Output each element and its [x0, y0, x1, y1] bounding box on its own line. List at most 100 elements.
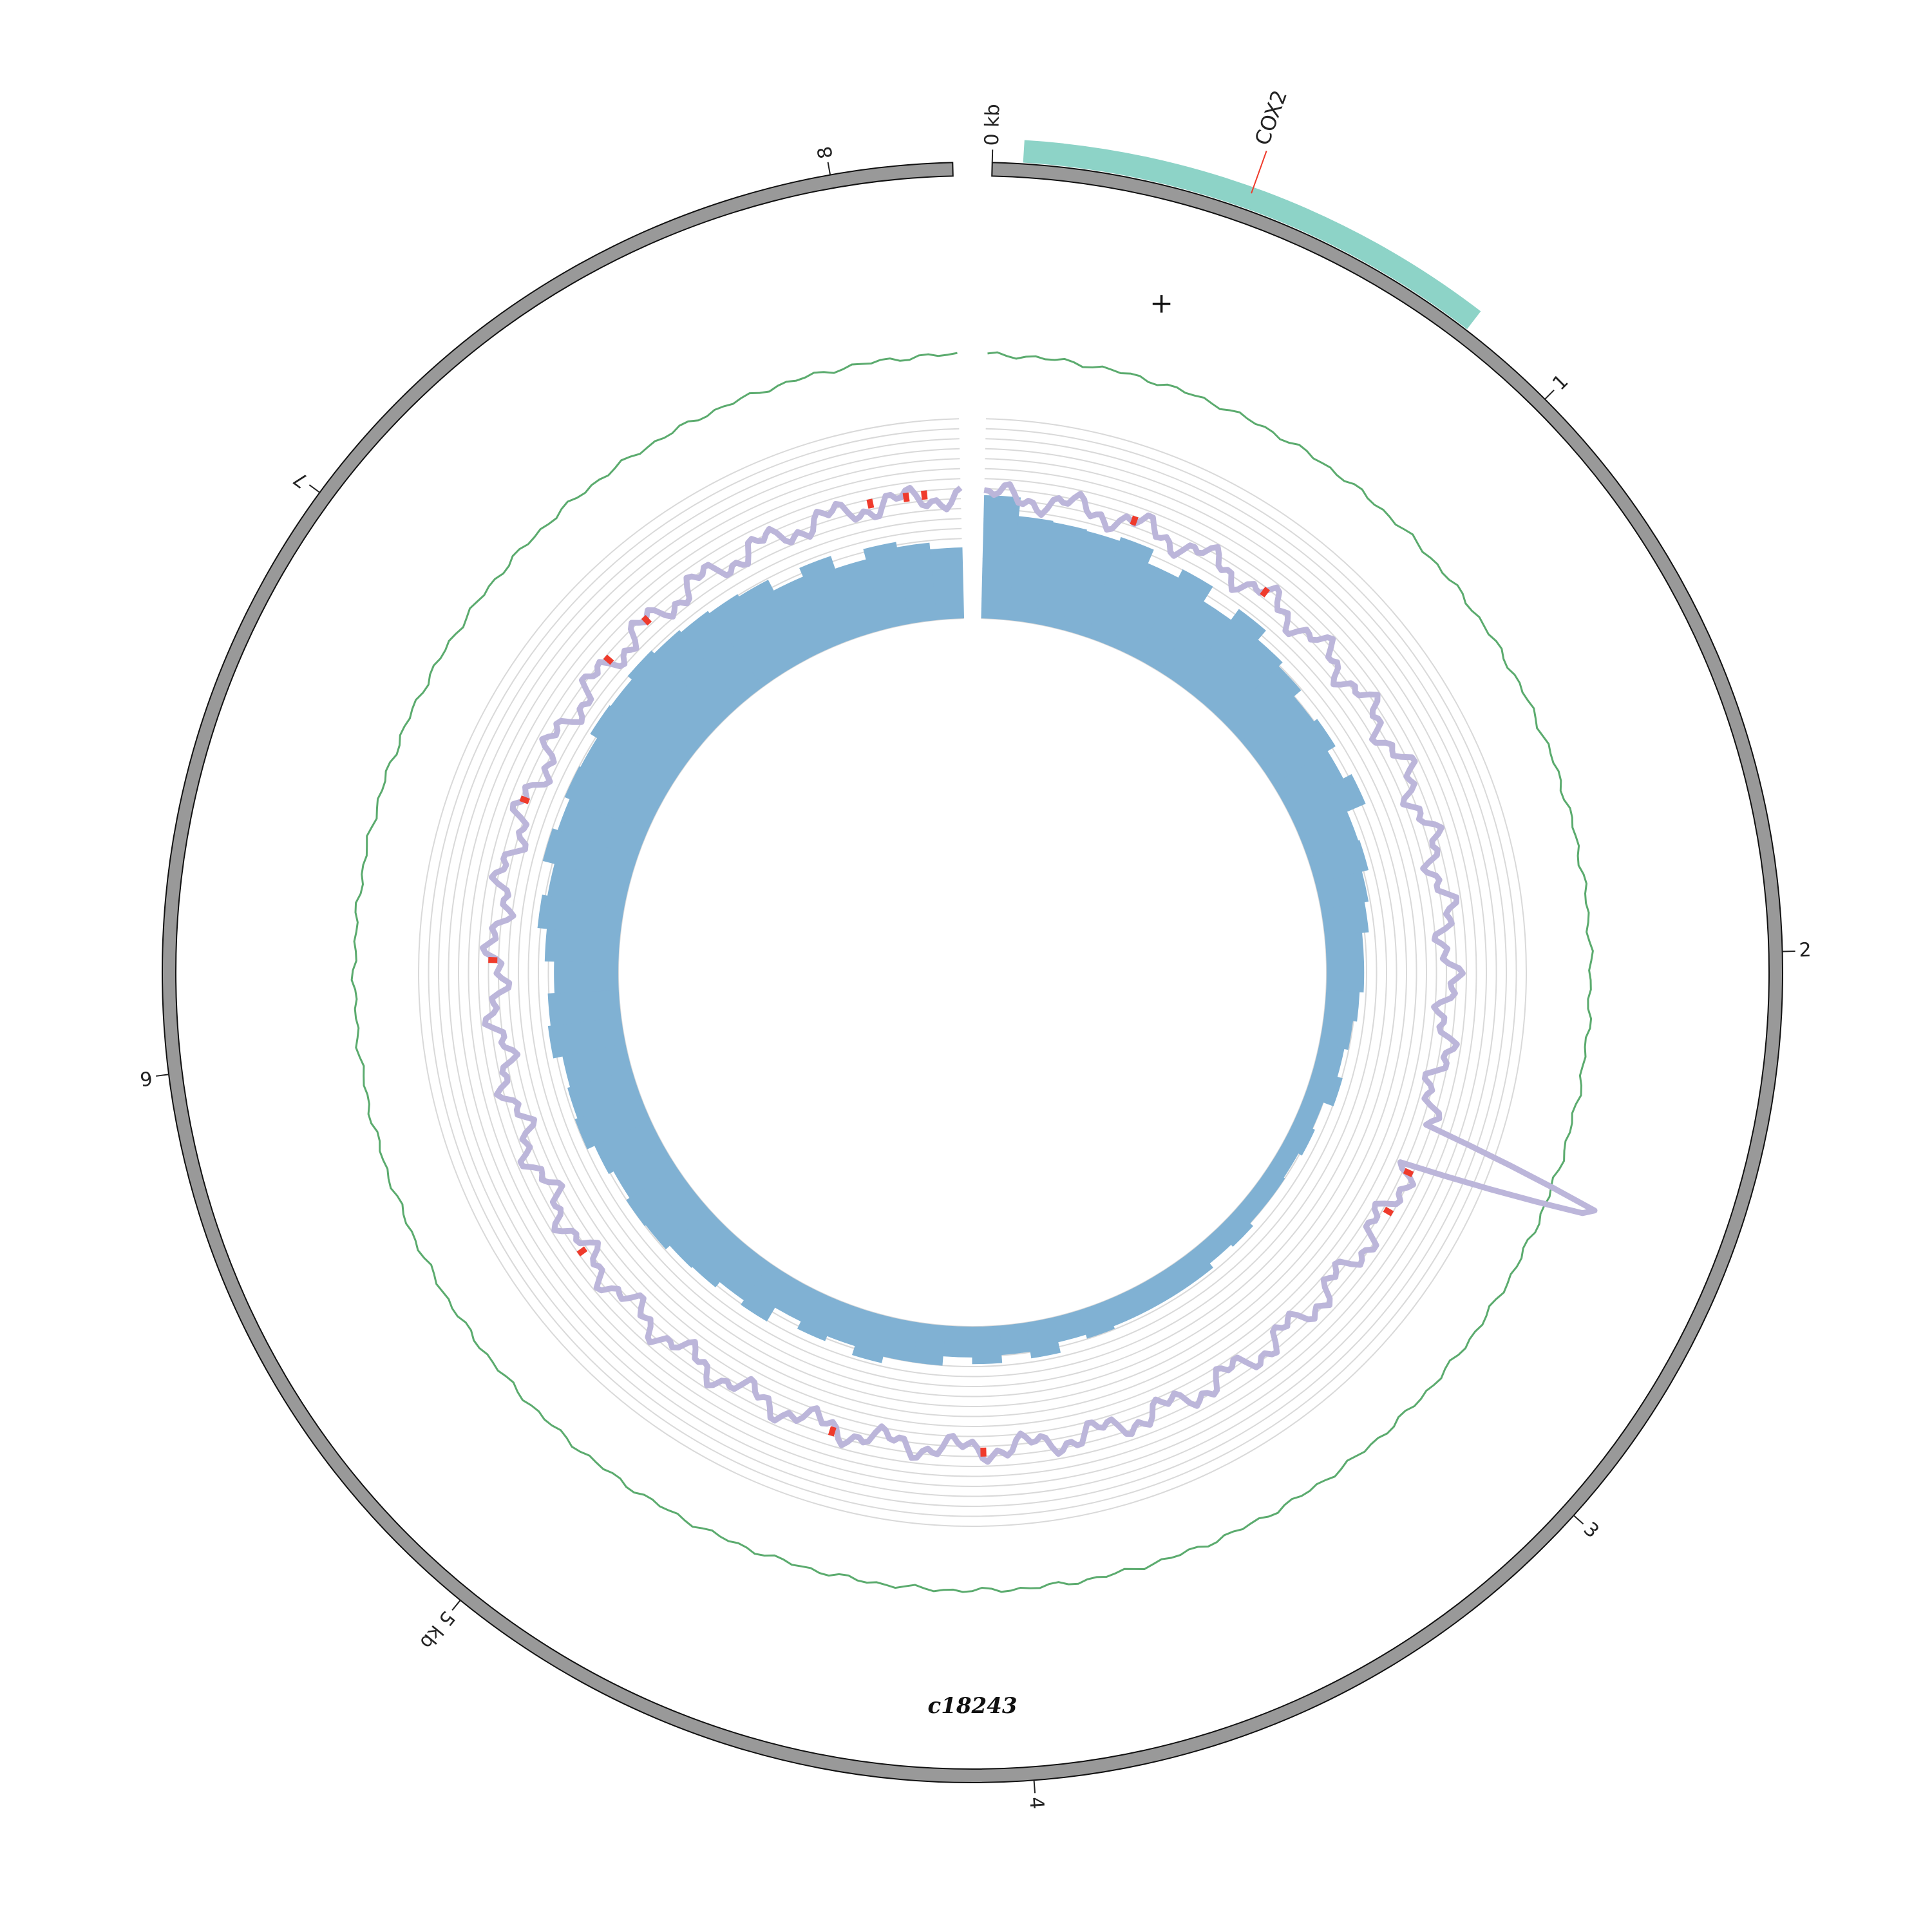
- tick-mark: [451, 1600, 461, 1611]
- coverage-bar: [537, 895, 624, 937]
- coverage-bar: [580, 737, 672, 809]
- genome-backbone: [162, 162, 1783, 1784]
- coverage-bar: [863, 542, 911, 630]
- coverage-bar: [626, 1167, 692, 1226]
- coverage-bar: [1222, 665, 1302, 742]
- coverage-bar: [547, 990, 621, 1027]
- gridline: [428, 428, 1517, 1517]
- backbone-ring: [162, 162, 1783, 1784]
- coverage-bar: [1323, 990, 1360, 1022]
- variant-mark: [576, 1246, 588, 1256]
- coverage-bar: [981, 495, 1021, 620]
- variant-mark: [980, 1447, 987, 1457]
- coverage-bar: [773, 576, 833, 659]
- coverage-bar: [1258, 719, 1336, 786]
- coverage-bar: [1159, 601, 1231, 687]
- coverage-bar: [1252, 1167, 1285, 1202]
- coverage-bar: [654, 630, 743, 722]
- coverage-bar: [741, 1263, 793, 1322]
- gridline: [527, 527, 1417, 1417]
- variant-mark: [603, 654, 614, 665]
- tick-label: 0 kb: [981, 104, 1005, 146]
- coverage-bar: [1282, 1120, 1315, 1156]
- coverage-bar: [1286, 774, 1366, 833]
- variant-mark: [519, 795, 531, 804]
- coverage-bar: [1034, 522, 1088, 630]
- coverage-bar: [1136, 569, 1213, 672]
- coverage-bar: [1235, 1189, 1269, 1224]
- variant-mark: [902, 492, 910, 502]
- coverage-bar: [1112, 563, 1179, 659]
- coverage-bar: [943, 1325, 972, 1358]
- coverage-bar: [1086, 536, 1154, 647]
- variant-mark: [1130, 515, 1139, 526]
- coverage-bar: [912, 1322, 946, 1366]
- tick-mark: [1033, 1780, 1036, 1794]
- variant-mark: [828, 1426, 837, 1437]
- coverage-bar: [883, 1317, 919, 1363]
- tick-label: 4: [1025, 1796, 1048, 1810]
- variant-marks: [488, 490, 1414, 1457]
- tick-mark: [827, 162, 831, 175]
- gridline: [438, 438, 1507, 1507]
- coverage-bar: [1196, 1229, 1231, 1264]
- tick-mark: [1782, 951, 1795, 952]
- gridline: [498, 498, 1447, 1448]
- coverage-bar: [1008, 516, 1054, 624]
- tick-mark: [1573, 1515, 1584, 1525]
- coverage-bar: [826, 1301, 867, 1347]
- coverage-bar: [1151, 1263, 1191, 1302]
- coverage-bar: [1025, 1317, 1061, 1359]
- coverage-bar: [1304, 1070, 1343, 1106]
- variant-mark: [1403, 1168, 1414, 1177]
- tick-label: 5 kb: [415, 1607, 459, 1654]
- coverage-bar: [594, 1120, 663, 1175]
- coverage-bar: [557, 799, 647, 858]
- coverage-bar: [799, 556, 858, 647]
- tick-label: 8: [813, 144, 838, 160]
- coverage-bar: [1268, 1144, 1299, 1178]
- tick-label: 2: [1799, 939, 1812, 961]
- variant-mark: [921, 490, 928, 500]
- coverage-bar: [1298, 811, 1359, 858]
- coverage-bar: [567, 1069, 641, 1119]
- coverage-bar: [681, 611, 764, 704]
- coverage-bar: [1294, 1095, 1324, 1129]
- coverage-bar: [835, 559, 885, 638]
- coverage-bar: [1174, 1247, 1213, 1285]
- coverage-bar: [610, 679, 705, 763]
- coverage-bar: [613, 1144, 677, 1198]
- coverage-bar: [797, 1290, 841, 1341]
- gridline: [478, 478, 1467, 1467]
- gridline: [448, 448, 1497, 1497]
- tick-label: 7: [289, 467, 312, 493]
- coverage-line-track: [480, 481, 1598, 1465]
- tick-label: 1: [1548, 370, 1573, 395]
- variant-mark: [866, 498, 875, 509]
- coverage-bar: [627, 650, 723, 742]
- coverage-bar: [738, 580, 810, 672]
- coverage-bar: [547, 1016, 626, 1059]
- coverage-bar: [1103, 1290, 1141, 1327]
- coverage-bar: [1052, 1310, 1086, 1343]
- tick-mark: [1544, 389, 1555, 400]
- coverage-bar: [929, 547, 965, 620]
- coverage-bar: [1216, 1209, 1253, 1247]
- variant-mark: [488, 957, 498, 963]
- coverage-bar: [1321, 902, 1369, 937]
- coverage-bar: [896, 542, 938, 624]
- variant-mark: [641, 614, 652, 626]
- variant-mark: [1383, 1206, 1394, 1217]
- coverage-bar: [999, 1322, 1031, 1356]
- gridline: [618, 618, 1327, 1327]
- axis-ticks: 0 kb 1 2 3 4 5 kb 6 7 8: [138, 104, 1812, 1810]
- coverage-bar: [1325, 933, 1365, 964]
- coverage-bar: [562, 1043, 632, 1088]
- coverage-bar: [1061, 531, 1121, 638]
- coverage-bar: [1182, 609, 1266, 704]
- coverage-bar: [1202, 639, 1283, 723]
- coverage-bar: [547, 863, 630, 910]
- gene-label-leader: [1251, 150, 1267, 194]
- strand-label: +: [1150, 287, 1173, 320]
